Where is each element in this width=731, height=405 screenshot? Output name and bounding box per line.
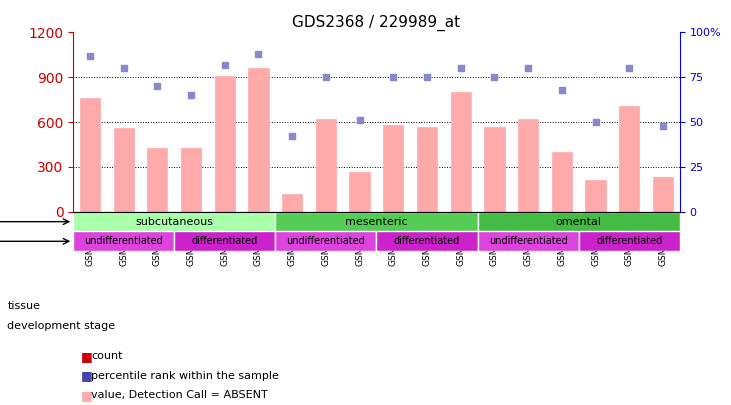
Text: omental: omental [556,217,602,227]
Point [185,92,197,98]
Text: differentiated: differentiated [596,236,662,246]
Bar [282,194,303,212]
FancyBboxPatch shape [174,232,276,251]
Bar [485,127,504,212]
Text: subcutaneous: subcutaneous [135,217,213,227]
Bar [450,92,471,212]
Point [556,87,568,93]
Point [253,51,265,57]
Bar [586,181,606,212]
Bar [113,128,134,212]
FancyBboxPatch shape [579,232,680,251]
Bar [518,119,538,212]
Text: undifferentiated: undifferentiated [287,236,366,246]
Point [590,119,602,126]
Text: mesenteric: mesenteric [345,217,408,227]
Point [421,74,433,81]
Text: ■: ■ [80,389,92,402]
FancyBboxPatch shape [376,232,477,251]
Point [118,65,129,72]
Bar [249,68,268,212]
FancyBboxPatch shape [276,232,376,251]
FancyBboxPatch shape [477,232,579,251]
Point [354,117,366,124]
Point [522,65,534,72]
FancyBboxPatch shape [73,232,174,251]
Bar [653,177,673,212]
Point [488,74,500,81]
Text: differentiated: differentiated [192,236,258,246]
Point [624,65,635,72]
Title: GDS2368 / 229989_at: GDS2368 / 229989_at [292,15,461,31]
FancyBboxPatch shape [276,212,477,232]
FancyBboxPatch shape [477,212,680,232]
Bar [316,119,336,212]
Text: tissue: tissue [7,301,40,311]
Text: undifferentiated: undifferentiated [489,236,567,246]
FancyBboxPatch shape [73,212,276,232]
Point [84,53,96,59]
Text: percentile rank within the sample: percentile rank within the sample [91,371,279,381]
Point [387,74,399,81]
Point [287,133,298,140]
Text: undifferentiated: undifferentiated [84,236,163,246]
Bar [417,127,437,212]
Point [455,65,466,72]
Bar [181,147,201,212]
Bar [383,125,404,212]
Point [219,62,231,68]
Bar [147,147,167,212]
Text: value, Detection Call = ABSENT: value, Detection Call = ABSENT [91,390,268,400]
Text: ■: ■ [80,369,92,382]
Bar [619,106,640,212]
Point [657,122,669,129]
Bar [349,172,370,212]
Bar [552,152,572,212]
Bar [215,76,235,212]
Bar [80,98,100,212]
Point [151,83,163,90]
Text: differentiated: differentiated [394,236,460,246]
Text: count: count [91,352,123,361]
Text: development stage: development stage [7,321,115,331]
Point [320,74,332,81]
Text: ■: ■ [80,350,92,363]
